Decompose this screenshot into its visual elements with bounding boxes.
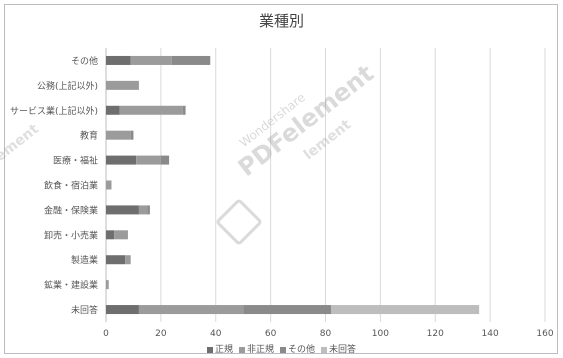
- x-tick-label: 60: [265, 329, 277, 339]
- category-label: 飲食・宿泊業: [44, 180, 98, 192]
- bar-segment: [243, 305, 331, 315]
- legend-label: 正規: [214, 345, 233, 355]
- category-label: 卸売・小売業: [44, 229, 98, 241]
- x-tick-label: 0: [103, 329, 109, 339]
- x-tick-label: 80: [320, 329, 332, 339]
- bar-segment: [106, 130, 131, 140]
- category-label: 医療・福祉: [53, 155, 98, 167]
- bar-segment: [160, 155, 170, 165]
- bar-segment: [147, 205, 150, 215]
- x-tick-label: 140: [482, 329, 499, 339]
- legend: 正規 非正規 その他 未回答: [0, 342, 563, 355]
- x-tick-label: 160: [536, 329, 553, 339]
- bar-segment: [106, 180, 112, 190]
- bar-segment: [106, 55, 131, 65]
- legend-item: その他: [280, 342, 315, 355]
- bar-segment: [106, 105, 120, 115]
- x-tick-label: 40: [210, 329, 222, 339]
- legend-swatch: [206, 346, 213, 353]
- bar-segment: [330, 305, 480, 315]
- bar-segment: [114, 230, 128, 240]
- x-tick-label: 120: [427, 329, 444, 339]
- bar-segment: [106, 255, 126, 265]
- legend-item: 未回答: [321, 342, 356, 355]
- chart-frame: [4, 4, 558, 354]
- legend-item: 非正規: [238, 342, 274, 355]
- x-tick-label: 100: [372, 329, 389, 339]
- category-label: 金融・保険業: [44, 204, 98, 216]
- legend-swatch: [321, 346, 328, 353]
- bar-segment: [171, 55, 211, 65]
- category-label: 教育: [80, 130, 98, 142]
- bar-segment: [136, 155, 161, 165]
- x-tick-label: 20: [155, 329, 167, 339]
- bar-segment: [106, 155, 137, 165]
- bar-segment: [138, 305, 244, 315]
- bar-segment: [119, 105, 183, 115]
- bar-segment: [130, 130, 134, 140]
- legend-item: 正規: [206, 342, 233, 355]
- category-label: その他: [71, 55, 98, 67]
- category-label: 未回答: [71, 304, 98, 316]
- legend-label: 非正規: [246, 345, 274, 355]
- bar-segment: [106, 205, 139, 215]
- bar-segment: [138, 205, 148, 215]
- x-tick-labels: 0 20 40 60 80 100 120 140 160: [103, 329, 554, 339]
- bar-segment: [106, 305, 139, 315]
- legend-label: その他: [288, 345, 316, 355]
- gridlines: [105, 48, 546, 322]
- bar-segment: [182, 105, 186, 115]
- category-label: 製造業: [71, 254, 98, 266]
- category-label: サービス業(上記以外): [10, 105, 98, 117]
- bar-segment: [106, 280, 109, 290]
- legend-label: 未回答: [329, 345, 357, 355]
- category-label: 公務(上記以外): [37, 80, 98, 92]
- legend-swatch: [280, 346, 286, 353]
- chart-title: 業種別: [258, 12, 304, 30]
- bar-segment: [130, 55, 172, 65]
- category-label: 鉱業・建設業: [44, 279, 98, 291]
- bar-segment: [106, 80, 139, 90]
- legend-swatch: [238, 346, 245, 353]
- bars: [106, 55, 480, 315]
- bar-segment: [125, 255, 131, 265]
- bar-segment: [106, 230, 115, 240]
